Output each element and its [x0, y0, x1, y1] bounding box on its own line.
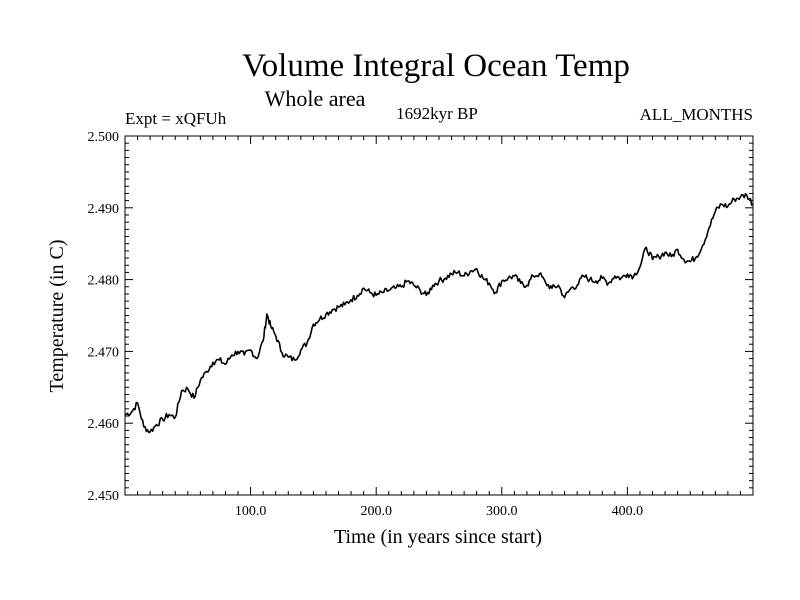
x-axis-label: Time (in years since start) — [334, 526, 542, 548]
y-tick-label: 2.470 — [88, 345, 120, 360]
axis-ticks: 100.0 200.0 300.0 400.0 2.450 2.460 2.470 2.480… — [88, 130, 753, 519]
series-line — [124, 193, 754, 434]
y-tick-label: 2.460 — [88, 417, 120, 432]
experiment-label: Expt = xQFUh — [125, 109, 227, 128]
y-axis-label: Temperature (in C) — [46, 240, 68, 393]
x-tick-label: 200.0 — [360, 504, 392, 519]
y-tick-label: 2.490 — [88, 202, 120, 217]
x-tick-label: 400.0 — [612, 504, 644, 519]
chart-subtitle: Whole area — [265, 86, 366, 111]
chart-title: Volume Integral Ocean Temp — [242, 48, 630, 84]
y-tick-label: 2.450 — [88, 489, 120, 504]
x-tick-label: 300.0 — [486, 504, 518, 519]
y-tick-label: 2.500 — [88, 130, 120, 145]
y-tick-label: 2.480 — [88, 274, 120, 289]
months-label: ALL_MONTHS — [640, 105, 753, 124]
x-tick-label: 100.0 — [235, 504, 267, 519]
period-label: 1692kyr BP — [396, 104, 478, 123]
series-layer — [124, 193, 754, 434]
plot-frame — [124, 135, 754, 496]
axes — [124, 135, 754, 496]
